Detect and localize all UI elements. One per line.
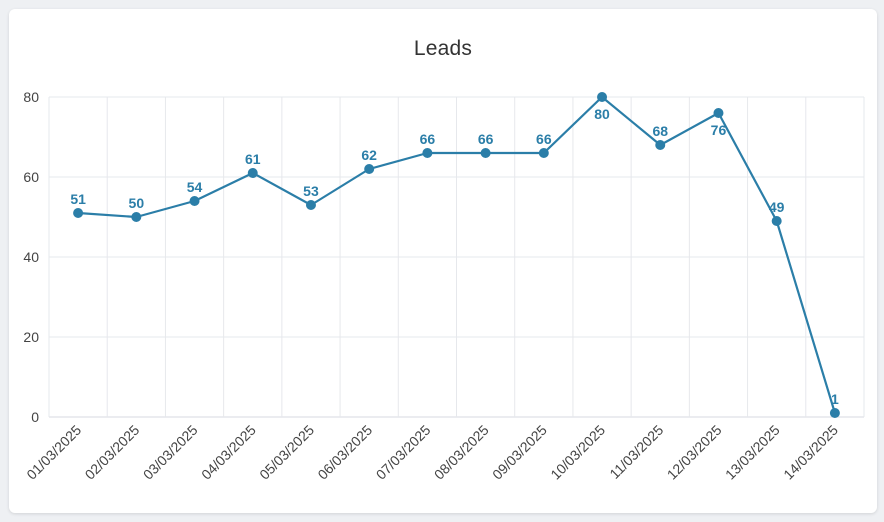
x-tick-label: 09/03/2025 [489,422,550,483]
y-tick-label: 20 [23,329,39,345]
x-tick-label: 13/03/2025 [722,422,783,483]
chart-card: Leads 0 20 40 60 80 01/03/2025 02/03/2025 03/03… [9,9,877,513]
y-tick-label: 60 [23,169,39,185]
grid-layer [48,96,865,418]
y-tick-label: 40 [23,249,39,265]
data-label: 50 [129,195,145,211]
data-label: 68 [652,123,668,139]
data-label: 53 [303,183,319,199]
y-tick-label: 0 [31,409,39,425]
x-tick-label: 03/03/2025 [140,422,201,483]
data-point[interactable] [538,148,549,158]
x-tick-label: 14/03/2025 [780,422,841,483]
line-chart: 02040608001/03/202502/03/202503/03/20250… [23,89,865,483]
data-point[interactable] [247,168,258,178]
point-layer [73,92,840,418]
data-point[interactable] [364,164,375,174]
data-label: 76 [711,122,727,138]
x-tick-label: 12/03/2025 [664,422,725,483]
data-label: 51 [70,191,86,207]
data-label: 66 [420,131,436,147]
data-label: 80 [594,106,610,122]
data-label: 62 [361,147,377,163]
x-tick-label: 10/03/2025 [547,422,608,483]
data-point[interactable] [422,148,433,158]
series-line [78,95,836,414]
x-tick-label: 04/03/2025 [198,422,259,483]
data-label: 49 [769,199,785,215]
data-label: 66 [536,131,552,147]
data-label: 66 [478,131,494,147]
data-label: 61 [245,151,261,167]
data-point[interactable] [713,108,724,118]
x-tick-label: 08/03/2025 [431,422,492,483]
data-point[interactable] [73,208,84,218]
data-point[interactable] [655,140,666,150]
data-label-layer: 51 50 54 61 53 62 66 66 66 80 68 76 49 1 [70,106,839,407]
axis-layer: 02040608001/03/202502/03/202503/03/20250… [23,89,841,483]
x-tick-label: 01/03/2025 [23,422,84,483]
x-tick-label: 11/03/2025 [606,422,666,482]
x-tick-label: 05/03/2025 [256,422,317,483]
data-point[interactable] [829,408,840,418]
data-point[interactable] [189,196,200,206]
series-layer [78,95,836,414]
data-label: 1 [831,391,839,407]
x-tick-label: 02/03/2025 [82,422,143,483]
y-tick-label: 80 [23,89,39,105]
data-point[interactable] [480,148,491,158]
chart-title: Leads [413,37,473,60]
data-point[interactable] [771,216,782,226]
data-point[interactable] [131,212,142,222]
x-tick-label: 06/03/2025 [314,422,375,483]
data-point[interactable] [305,200,316,210]
x-tick-label: 07/03/2025 [373,422,434,483]
data-label: 54 [187,179,203,195]
data-point[interactable] [597,92,608,102]
